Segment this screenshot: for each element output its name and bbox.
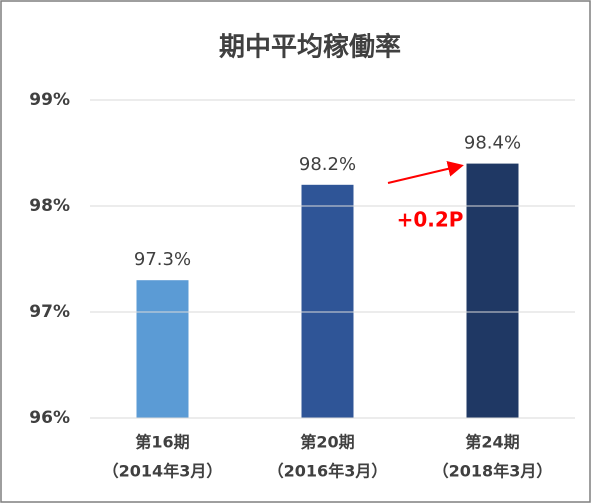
x-tick-label: （2018年3月）: [433, 462, 553, 481]
arrow: [387, 160, 464, 184]
x-tick-label: 第16期: [135, 433, 189, 452]
data-label: 98.4%: [464, 133, 521, 154]
y-tick-label: 98%: [29, 196, 70, 216]
bar: [301, 184, 354, 418]
bar: [136, 280, 189, 418]
x-tick-label: （2016年3月）: [268, 462, 388, 481]
x-tick-label: 第24期: [465, 433, 519, 452]
data-label: 97.3%: [134, 249, 191, 270]
x-tick-label: （2014年3月）: [103, 462, 223, 481]
annotation: +0.2P: [397, 208, 464, 232]
y-tick-label: 99%: [29, 90, 70, 110]
x-tick-label: 第20期: [300, 433, 354, 452]
chart-title: 期中平均稼働率: [219, 32, 401, 63]
bar: [466, 163, 519, 418]
data-label: 98.2%: [299, 154, 356, 175]
y-tick-label: 97%: [29, 302, 70, 322]
y-tick-label: 96%: [29, 408, 70, 428]
